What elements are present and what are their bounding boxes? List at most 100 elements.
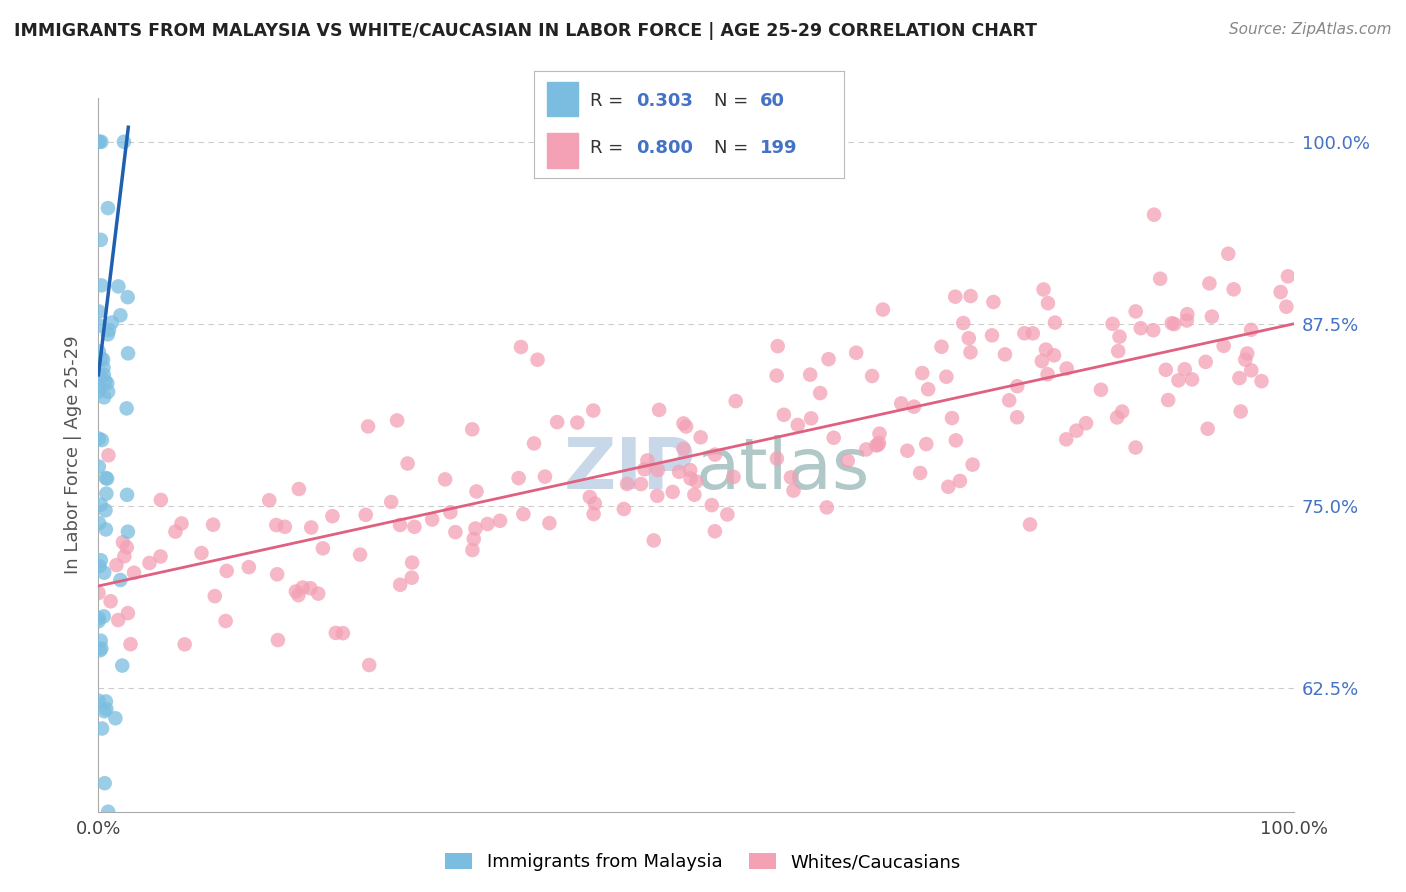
Point [110, 308, 132, 322]
Point [1277, 269, 1299, 284]
Point [464, 522, 486, 536]
Y-axis label: In Labor Force | Age 25-29: In Labor Force | Age 25-29 [65, 335, 83, 574]
Point [703, 448, 725, 462]
Point [1005, 410, 1028, 425]
Point [700, 498, 723, 512]
Bar [547, 82, 578, 116]
Point [332, 626, 354, 640]
Point [837, 454, 859, 468]
Point [444, 525, 467, 540]
Point [865, 438, 887, 452]
Point [1229, 404, 1251, 418]
Point [94, 523, 117, 537]
Point [1107, 410, 1129, 425]
Point [782, 483, 804, 498]
Point [773, 408, 796, 422]
Point [91, 352, 114, 367]
Point [101, 316, 124, 330]
Point [89, 643, 111, 657]
Point [90, 135, 112, 149]
Point [800, 411, 823, 425]
Point [868, 436, 890, 450]
Text: 60: 60 [761, 93, 785, 111]
Point [420, 512, 443, 526]
Point [582, 507, 605, 521]
Point [1036, 296, 1059, 310]
Point [723, 470, 745, 484]
Point [489, 514, 512, 528]
Point [766, 339, 789, 353]
Text: 0.800: 0.800 [637, 139, 693, 157]
Point [668, 465, 690, 479]
Point [90, 641, 112, 656]
Point [1143, 208, 1166, 222]
Point [908, 466, 931, 480]
Point [94, 471, 117, 485]
Point [266, 567, 288, 582]
Point [312, 541, 335, 556]
Point [896, 443, 918, 458]
Point [915, 437, 938, 451]
Text: IMMIGRANTS FROM MALAYSIA VS WHITE/CAUCASIAN IN LABOR FORCE | AGE 25-29 CORRELATI: IMMIGRANTS FROM MALAYSIA VS WHITE/CAUCAS… [14, 22, 1038, 40]
Point [90, 278, 112, 293]
Text: R =: R = [591, 139, 628, 157]
Point [97, 384, 120, 399]
Point [259, 493, 281, 508]
Point [1181, 372, 1204, 386]
Point [325, 626, 347, 640]
Point [1250, 374, 1272, 388]
Point [1175, 307, 1198, 321]
Point [96, 702, 118, 716]
Point [90, 553, 112, 567]
Point [89, 318, 111, 333]
Point [1240, 323, 1263, 337]
Point [111, 658, 134, 673]
Point [105, 558, 128, 572]
Point [998, 393, 1021, 408]
Point [1043, 348, 1066, 362]
Point [115, 488, 138, 502]
Point [87, 611, 110, 625]
Point [962, 458, 984, 472]
Point [630, 477, 652, 491]
Point [815, 500, 838, 515]
Point [321, 509, 343, 524]
Point [385, 413, 408, 427]
Point [266, 518, 288, 533]
Point [87, 694, 110, 708]
Point [643, 533, 665, 548]
Point [284, 584, 307, 599]
Point [401, 556, 423, 570]
Point [404, 520, 426, 534]
Point [94, 503, 117, 517]
Point [1198, 277, 1220, 291]
Point [190, 546, 212, 560]
Point [724, 394, 747, 409]
Point [645, 489, 668, 503]
Point [959, 289, 981, 303]
Point [1035, 343, 1057, 357]
Point [215, 564, 238, 578]
Point [1222, 282, 1244, 296]
Point [534, 469, 557, 483]
Point [110, 573, 132, 587]
Point [173, 637, 195, 651]
Point [1074, 416, 1097, 430]
Point [112, 549, 135, 564]
Point [583, 496, 606, 510]
Point [1125, 304, 1147, 318]
Point [107, 279, 129, 293]
Text: 199: 199 [761, 139, 797, 157]
Point [97, 327, 120, 342]
Point [138, 556, 160, 570]
Point [87, 384, 110, 399]
Point [941, 411, 963, 425]
Point [97, 323, 120, 337]
Point [845, 345, 868, 359]
Point [1149, 271, 1171, 285]
Text: R =: R = [591, 93, 628, 111]
Point [1163, 317, 1185, 331]
Point [1090, 383, 1112, 397]
Text: N =: N = [714, 93, 754, 111]
Point [613, 502, 636, 516]
